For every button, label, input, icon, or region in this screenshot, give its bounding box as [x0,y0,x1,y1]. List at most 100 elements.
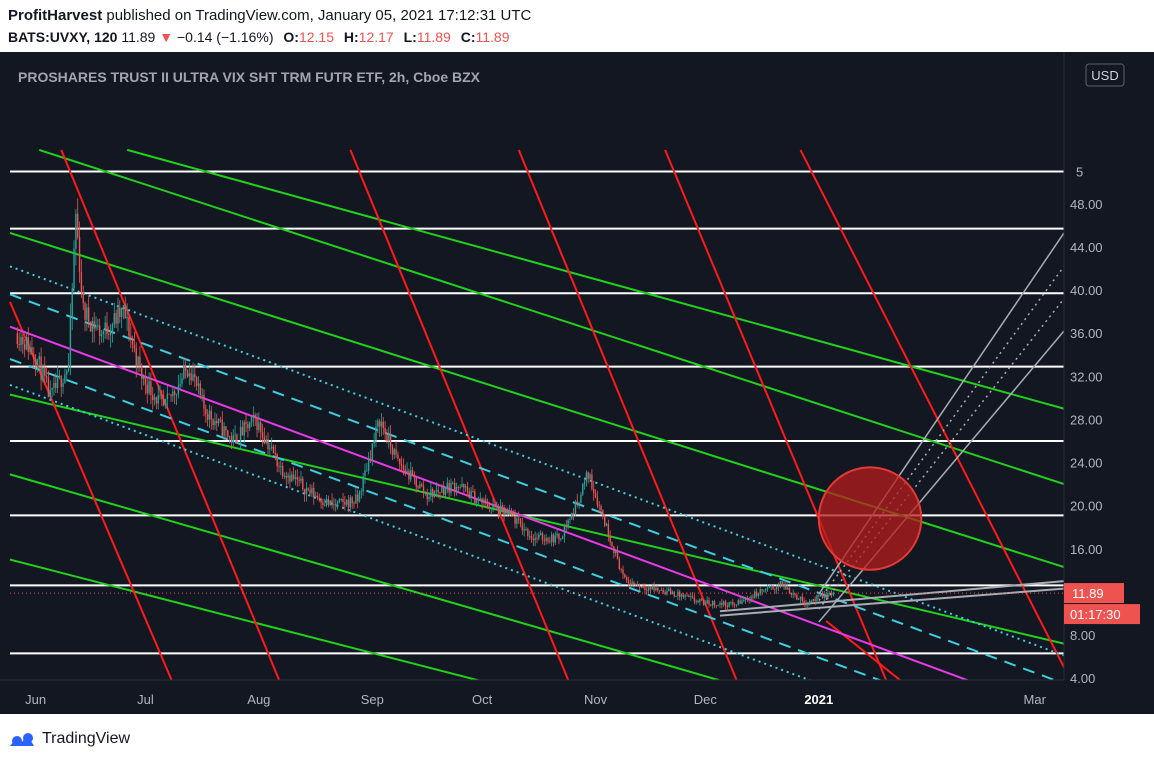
candle-body [497,506,500,515]
candle-body [324,504,326,506]
candle-body [691,596,694,598]
quote-line: BATS:UVXY, 120 11.89 ▼ −0.14 (−1.16%) O:… [8,29,510,45]
candle-body [259,422,262,432]
candle-body [528,536,531,537]
candle-body [486,501,489,508]
candle-body [605,523,608,526]
green-channel-line [126,148,1064,410]
candle-body [649,587,652,590]
candle-body [195,377,198,386]
candle-body [91,321,94,332]
candle-body [426,492,428,499]
candle-body [102,331,105,335]
candle-body [538,534,540,539]
candle-body [130,336,132,338]
candle-body [261,431,264,438]
highlight-circle [817,466,923,571]
candle-body [750,596,752,601]
candle-body [799,596,802,600]
y-tick-label: 24.00 [1070,456,1103,471]
candle-body [653,586,655,591]
candle-body [699,599,701,603]
candle-body [71,288,73,318]
candle-body [336,501,339,505]
candle-body [717,604,719,606]
red-line [664,149,888,680]
green-channel-line [38,148,1064,486]
candle-body [89,321,92,332]
candle-body [404,469,406,473]
candle-body [748,599,750,601]
candle-body [199,383,202,395]
candle-body [159,395,161,396]
candle-body [675,596,677,597]
candle-body [190,373,192,381]
candle-body [722,601,725,605]
currency-badge [1085,63,1125,87]
candle-body [424,492,427,494]
candle-body [291,474,293,482]
candle-body [263,437,266,444]
candle-body [430,489,432,497]
candle-body [104,322,106,332]
candle-body [256,417,258,431]
candle-body [776,586,778,590]
candle-body [609,536,611,543]
candle-body [549,541,551,543]
candle-body [759,589,761,594]
candle-body [805,603,807,606]
candle-body [340,499,342,500]
candle-body [307,488,309,490]
high-value: 12.17 [358,29,394,45]
candle-body [746,598,749,600]
candle-body [633,582,635,585]
candle-body [184,365,187,371]
candle-body [384,428,386,434]
candle-body [33,354,35,359]
candle-body [660,589,663,591]
candle-body [715,605,718,607]
candle-body [141,365,143,379]
tradingview-logo[interactable]: TradingView [8,730,130,748]
y-tick-label: 32.00 [1070,369,1103,384]
candle-body [525,529,527,530]
candle-body [232,435,234,443]
y-tick-label: 8.00 [1070,628,1095,643]
x-tick-label: Sep [361,692,384,707]
candle-body [587,472,589,479]
candle-body [419,484,421,489]
candle-body [227,430,229,437]
candle-body [269,448,271,450]
candle-body [144,375,147,385]
candle-body [475,499,478,504]
candle-body [367,458,370,471]
candle-body [395,449,397,455]
candle-body [399,458,401,465]
chart-area[interactable]: 4.000.004.008.0016.0020.0024.0028.0032.0… [0,52,1154,714]
candle-body [563,524,566,537]
candle-body [735,604,738,606]
candle-body [627,580,630,584]
candle-body [280,466,282,467]
candle-body [786,587,789,590]
tradingview-brand: TradingView [42,730,131,747]
price-chart[interactable]: 4.000.004.008.0016.0020.0024.0028.0032.0… [0,52,1154,714]
candle-body [567,520,569,527]
candle-body [100,334,103,337]
candle-body [93,321,95,329]
y-tick-label: 5 [1076,164,1083,179]
published-text: published on TradingView.com, January 05… [106,7,532,24]
candle-body [607,523,610,537]
candle-body [807,603,809,606]
y-tick-label: 44.00 [1070,240,1103,255]
candle-body [49,389,51,397]
candle-body [578,502,580,504]
candle-body [547,538,549,542]
author-name[interactable]: ProfitHarvest [8,7,103,24]
candle-body [812,598,815,602]
candle-body [252,414,255,417]
symbol-label: BATS:UVXY, 120 [8,29,118,45]
candle-body [313,488,315,497]
candle-body [422,486,425,493]
candle-body [492,504,494,508]
